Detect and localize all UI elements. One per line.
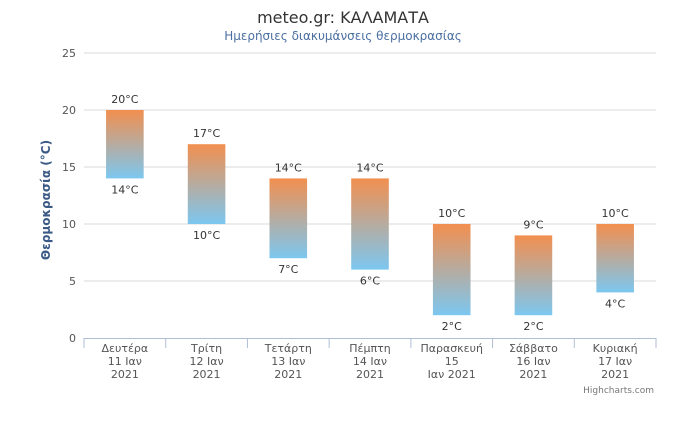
x-tick-label: Κυριακή bbox=[593, 342, 638, 355]
y-tick-label: 5 bbox=[69, 275, 76, 288]
x-tick-label: Σάββατο bbox=[509, 342, 558, 355]
x-tick-label: 17 Ιαν bbox=[598, 355, 632, 368]
y-tick-label: 0 bbox=[69, 332, 76, 345]
low-temp-label: 4°C bbox=[605, 297, 625, 310]
low-temp-label: 2°C bbox=[442, 320, 462, 333]
x-tick-label: Παρασκευή bbox=[420, 342, 483, 355]
x-tick-label: 2021 bbox=[111, 368, 139, 381]
highcharts-credit[interactable]: Highcharts.com bbox=[583, 386, 654, 396]
chart-title: meteo.gr: ΚΑΛΑΜΑΤΑ bbox=[257, 8, 429, 27]
grid-lines bbox=[84, 52, 656, 282]
x-tick-label: 2021 bbox=[601, 368, 629, 381]
x-tick-label: Ιαν 2021 bbox=[428, 368, 476, 381]
low-temp-label: 10°C bbox=[193, 229, 220, 242]
x-tick-label: 2021 bbox=[274, 368, 302, 381]
low-temp-label: 2°C bbox=[523, 320, 543, 333]
x-tick-label: Τρίτη bbox=[190, 342, 222, 355]
temperature-bars bbox=[106, 110, 634, 316]
y-tick-label: 10 bbox=[62, 218, 76, 231]
low-temp-label: 6°C bbox=[360, 275, 380, 288]
x-tick-label: 16 Ιαν bbox=[516, 355, 550, 368]
chart-subtitle: Ημερήσιες διακυμάνσεις θερμοκρασίας bbox=[224, 29, 462, 43]
temperature-range-bar[interactable] bbox=[514, 235, 553, 316]
data-labels: 20°C 14°C 17°C 10°C 14°C 7°C 14°C 6°C 10°C 2°C 9°C… bbox=[111, 93, 629, 333]
temperature-range-bar[interactable] bbox=[351, 178, 389, 270]
high-temp-label: 10°C bbox=[602, 207, 629, 220]
y-axis-label: Θερμοκρασία (°C) bbox=[39, 140, 53, 260]
temperature-range-bar[interactable] bbox=[596, 224, 634, 293]
temperature-range-bar[interactable] bbox=[106, 110, 144, 179]
x-tick-label: 2021 bbox=[519, 368, 547, 381]
high-temp-label: 14°C bbox=[356, 161, 383, 174]
low-temp-label: 14°C bbox=[111, 183, 138, 196]
x-tick-label: 2021 bbox=[193, 368, 221, 381]
high-temp-label: 10°C bbox=[438, 207, 465, 220]
x-tick-label: 13 Ιαν bbox=[271, 355, 305, 368]
temperature-range-bar[interactable] bbox=[269, 178, 308, 259]
x-tick-label: 2021 bbox=[356, 368, 384, 381]
high-temp-label: 20°C bbox=[111, 93, 138, 106]
high-temp-label: 17°C bbox=[193, 127, 220, 140]
low-temp-label: 7°C bbox=[278, 263, 298, 276]
x-tick-label: 14 Ιαν bbox=[353, 355, 387, 368]
y-tick-label: 20 bbox=[62, 104, 76, 117]
x-tick-label: 11 Ιαν bbox=[108, 355, 142, 368]
high-temp-label: 9°C bbox=[523, 218, 543, 231]
y-tick-label: 25 bbox=[62, 47, 76, 60]
x-tick-label: Τετάρτη bbox=[264, 342, 312, 355]
temperature-range-bar[interactable] bbox=[187, 144, 226, 224]
x-tick-label: Πέμπτη bbox=[349, 342, 390, 355]
temperature-range-bar[interactable] bbox=[432, 224, 471, 316]
y-tick-label: 15 bbox=[62, 161, 76, 174]
x-tick-label: 15 bbox=[445, 355, 459, 368]
high-temp-label: 14°C bbox=[275, 161, 302, 174]
x-tick-label: Δευτέρα bbox=[102, 342, 149, 355]
x-tick-label: 12 Ιαν bbox=[190, 355, 224, 368]
y-axis-ticks: 0 5 10 15 20 25 bbox=[62, 47, 76, 345]
